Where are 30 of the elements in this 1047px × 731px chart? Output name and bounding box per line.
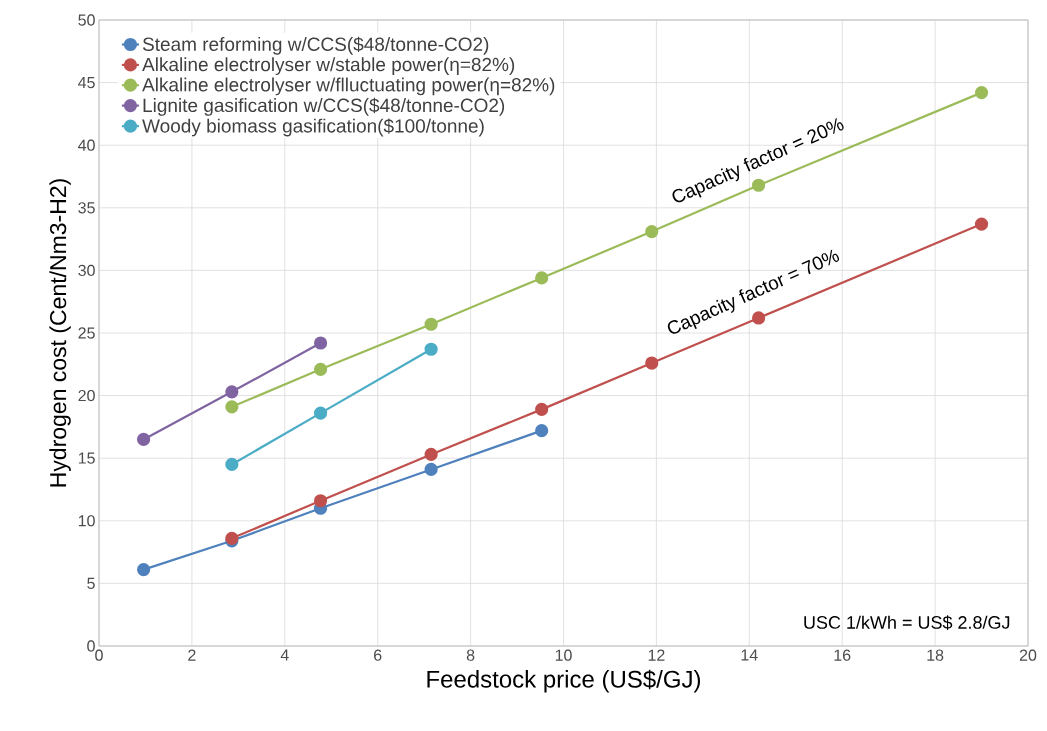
annotation: USC 1/kWh = US$ 2.8/GJ [804, 615, 1010, 630]
x-tick-label: 12 [648, 649, 665, 661]
legend-label: Woody biomass gasification($100/tonne) [142, 118, 484, 137]
x-tick-label: 14 [741, 649, 758, 661]
x-tick-label: 20 [1019, 649, 1037, 661]
y-tick-label: 30 [78, 264, 95, 277]
y-tick-label: 10 [78, 515, 95, 527]
y-axis-title: Hydrogen cost (Cent/Nm3-H2) [49, 179, 71, 487]
y-tick-label: 25 [78, 327, 95, 339]
y-tick-label: 50 [78, 14, 95, 26]
y-tick-label: 5 [87, 577, 95, 589]
x-tick-label: 18 [927, 649, 944, 661]
x-tick-label: 6 [374, 649, 382, 661]
x-tick-label: 16 [834, 649, 851, 661]
x-tick-label: 8 [466, 649, 475, 661]
x-tick-label: 10 [555, 649, 572, 661]
legend-label: Steam reforming w/CCS($48/tonne-CO2) [142, 36, 489, 55]
y-tick-label: 20 [78, 389, 95, 402]
y-tick-label: 45 [78, 77, 95, 89]
y-tick-label: 0 [87, 640, 95, 652]
y-tick-label: 15 [78, 452, 95, 464]
legend-label: Alkaline electrolyser w/stable power(η=82%) [142, 57, 515, 75]
x-axis-title: Feedstock price (US$/GJ) [427, 669, 701, 693]
y-tick-label: 35 [78, 202, 95, 214]
y-tick-label: 40 [78, 139, 95, 151]
x-tick-label: 4 [280, 649, 289, 661]
x-tick-label: 0 [95, 649, 103, 661]
legend-label: Lignite gasification w/CCS($48/tonne-CO2) [143, 97, 505, 116]
legend-label: Alkaline electrolyser w/flluctuating power(η=82%) [142, 77, 555, 96]
x-tick-label: 2 [188, 649, 196, 661]
